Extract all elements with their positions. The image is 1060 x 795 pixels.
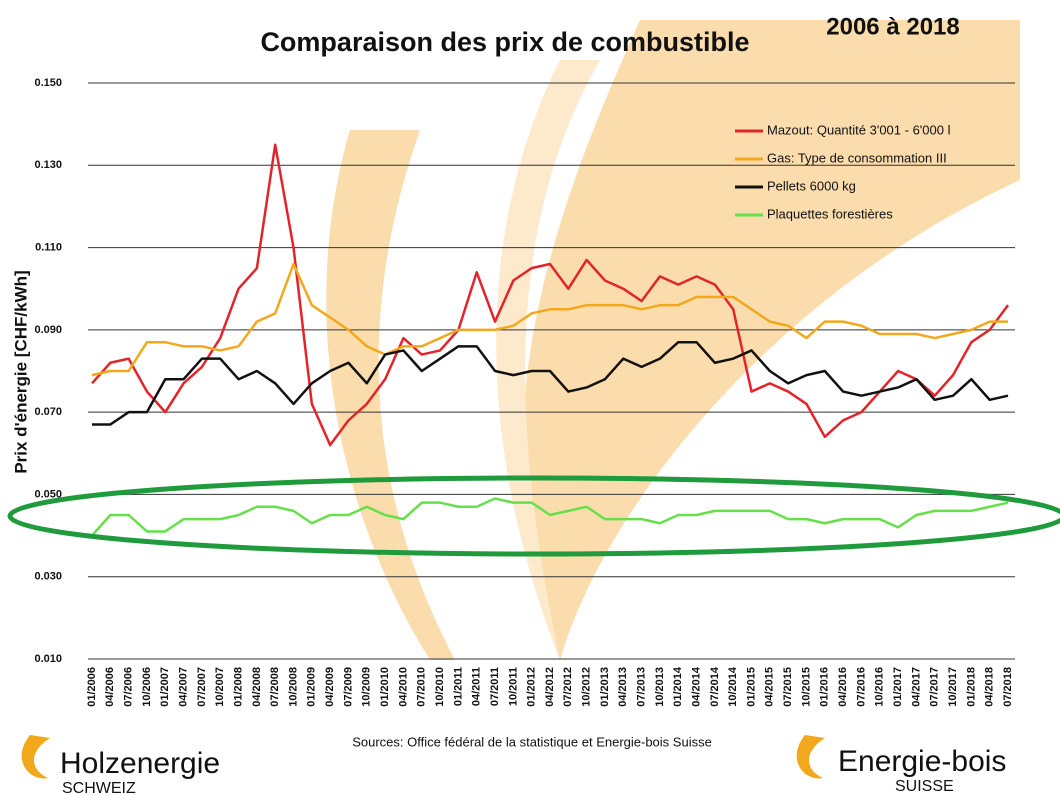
y-tick-label: 0.110 (35, 241, 62, 253)
logo-flame (22, 735, 50, 778)
x-tick-label: 04/2012 (544, 667, 556, 707)
x-tick-label: 04/2018 (984, 667, 996, 707)
x-tick-label: 04/2010 (397, 667, 409, 707)
x-tick-label: 04/2013 (617, 667, 629, 707)
x-tick-label: 01/2010 (379, 667, 391, 707)
x-tick-label: 01/2018 (965, 667, 977, 707)
y-tick-label: 0.030 (34, 571, 62, 583)
logo-name: Energie-bois (838, 745, 1006, 778)
x-tick-label: 07/2006 (123, 667, 135, 707)
x-tick-label: 04/2011 (471, 667, 483, 706)
x-tick-label: 07/2018 (1002, 667, 1014, 707)
logo-sub: SCHWEIZ (62, 780, 136, 795)
x-tick-label: 07/2008 (269, 667, 281, 707)
x-tick-label: 01/2014 (672, 666, 684, 707)
legend-label: Pellets 6000 kg (767, 178, 856, 193)
x-tick-label: 04/2009 (324, 667, 336, 707)
swoosh (522, 20, 1020, 660)
x-tick-label: 01/2006 (86, 667, 98, 707)
legend-label: Gas: Type de consommation III (767, 150, 947, 165)
x-tick-label: 10/2006 (141, 667, 153, 707)
x-tick-label: 10/2008 (287, 667, 299, 707)
x-tick-label: 10/2009 (361, 667, 373, 707)
x-tick-label: 01/2011 (452, 667, 464, 706)
chart-subtitle: 2006 à 2018 (826, 13, 959, 40)
y-tick-label: 0.090 (34, 324, 62, 336)
chart-title: Comparaison des prix de combustible (260, 27, 749, 57)
x-tick-label: 10/2016 (874, 667, 886, 707)
x-tick-label: 07/2014 (709, 666, 721, 707)
logo-flame (797, 735, 825, 778)
x-tick-label: 10/2010 (434, 667, 446, 707)
x-tick-label: 04/2014 (690, 666, 702, 707)
x-tick-label: 07/2012 (562, 667, 574, 707)
y-tick-label: 0.010 (34, 653, 62, 665)
y-tick-label: 0.150 (34, 77, 62, 89)
x-tick-label: 04/2008 (251, 667, 263, 707)
x-tick-label: 04/2016 (837, 667, 849, 707)
logo-sub: SUISSE (895, 778, 954, 795)
logo-name: Holzenergie (60, 747, 220, 780)
x-tick-label: 01/2016 (819, 667, 831, 707)
x-tick-label: 07/2011 (489, 667, 501, 706)
y-tick-label: 0.070 (34, 406, 62, 418)
x-tick-label: 04/2015 (764, 667, 776, 707)
x-tick-label: 01/2015 (745, 667, 757, 707)
page: Comparaison des prix de combustible 2006… (0, 0, 1060, 795)
legend-label: Mazout: Quantité 3'001 - 6'000 l (767, 122, 951, 137)
x-tick-label: 07/2015 (782, 667, 794, 707)
x-tick-label: 10/2013 (654, 667, 666, 707)
x-tick-label: 01/2013 (599, 667, 611, 707)
x-tick-label: 01/2009 (306, 667, 318, 707)
x-tick-label: 07/2016 (855, 667, 867, 707)
x-tick-label: 10/2015 (800, 667, 812, 707)
x-tick-label: 01/2012 (526, 667, 538, 707)
x-tick-label: 10/2007 (214, 667, 226, 707)
x-tick-label: 10/2014 (727, 666, 739, 707)
x-tick-label: 04/2017 (910, 667, 922, 707)
source-note: Sources: Office fédéral de la statistiqu… (352, 734, 712, 749)
legend-label: Plaquettes forestières (767, 206, 893, 221)
x-tick-label: 07/2007 (196, 667, 208, 707)
x-tick-label: 04/2006 (104, 667, 116, 707)
x-tick-label: 10/2012 (581, 667, 593, 707)
y-axis-label: Prix d'énergie [CHF/kWh] (11, 270, 30, 473)
logo-left: Holzenergie SCHWEIZ (22, 735, 220, 795)
x-tick-label: 10/2011 (507, 667, 519, 706)
x-tick-label: 07/2013 (636, 667, 648, 707)
x-tick-label: 07/2017 (929, 667, 941, 707)
x-tick-label: 01/2007 (159, 667, 171, 707)
y-tick-label: 0.130 (34, 159, 62, 171)
x-tick-label: 07/2009 (342, 667, 354, 707)
x-tick-label: 07/2010 (416, 667, 428, 707)
swoosh (326, 130, 455, 660)
x-tick-label: 01/2017 (892, 667, 904, 707)
logo-right: Energie-bois SUISSE (797, 735, 1007, 795)
background-decoration (326, 20, 1020, 660)
x-tick-label: 10/2017 (947, 667, 959, 707)
x-tick-label: 04/2007 (178, 667, 190, 707)
x-tick-label: 01/2008 (232, 667, 244, 707)
